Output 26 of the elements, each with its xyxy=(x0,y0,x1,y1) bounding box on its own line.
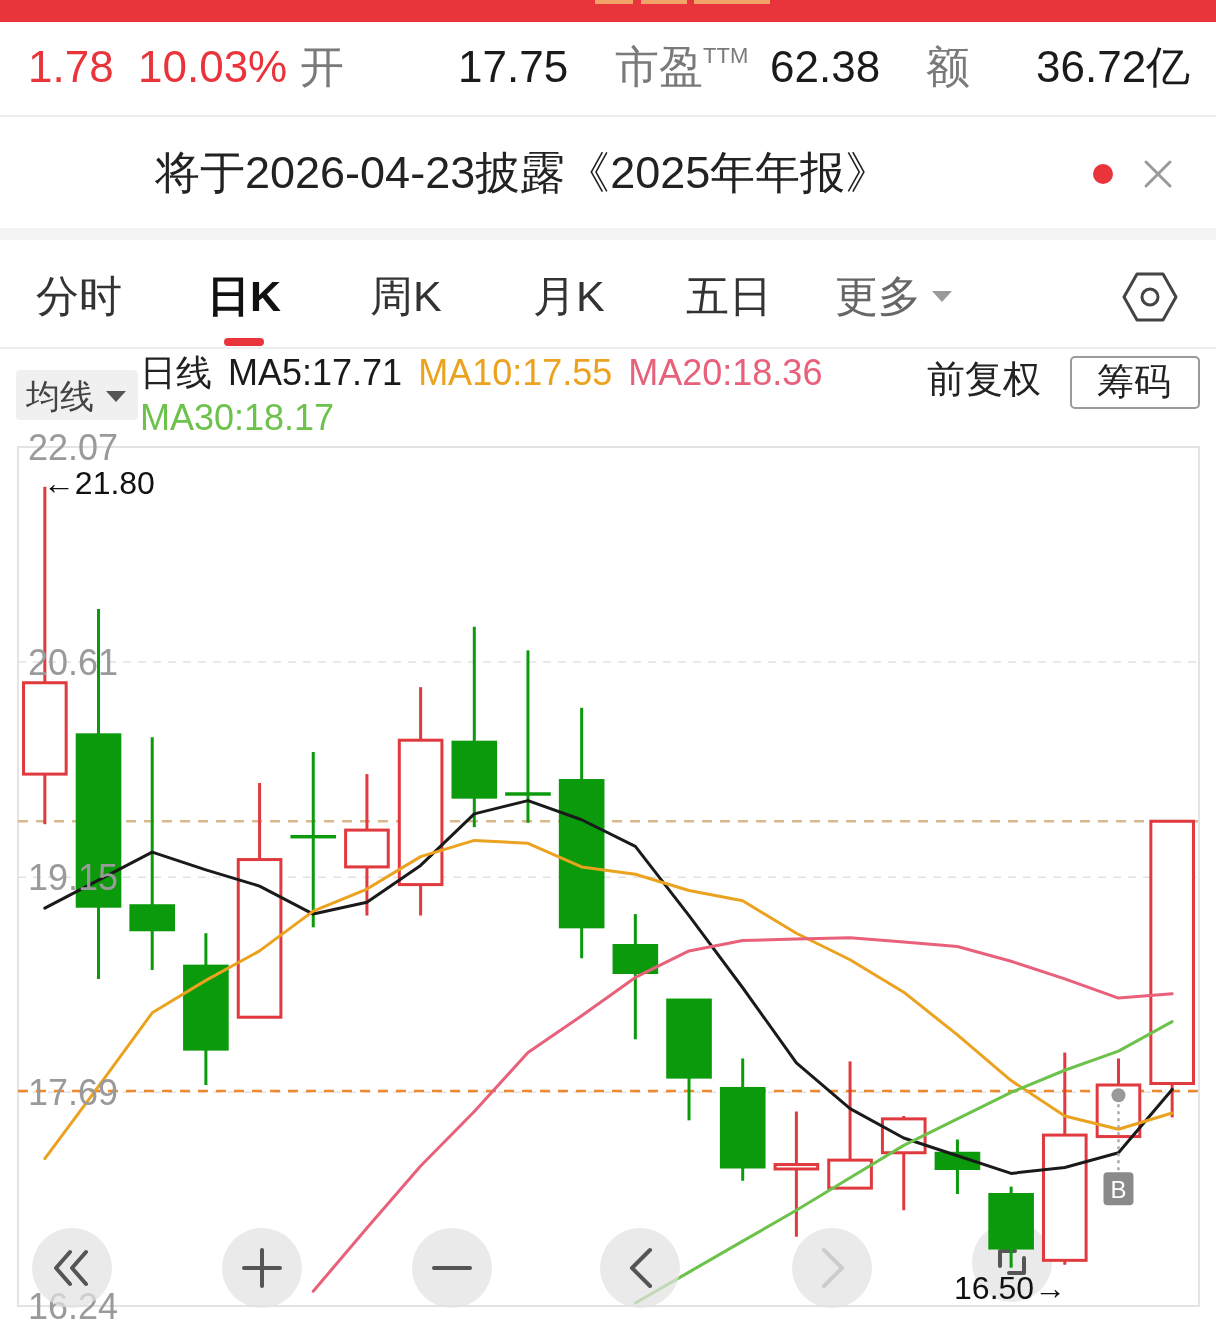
text: 1.78 xyxy=(28,40,114,93)
text: 10.03% xyxy=(138,40,288,93)
text: 周K xyxy=(370,271,442,323)
annotation: 16.50→ xyxy=(954,1269,1067,1306)
annotation: B xyxy=(1110,1175,1127,1203)
text: 市盈$^{TTM}$ xyxy=(615,40,749,93)
text: 五日 xyxy=(686,271,772,323)
text: 前复权 xyxy=(927,357,1041,403)
text: 36.72亿 xyxy=(1036,40,1191,93)
text: 月K xyxy=(533,271,605,323)
text: 17.75 xyxy=(458,40,569,93)
text: MA10:17.55 xyxy=(418,351,613,395)
text: 分时 xyxy=(36,271,122,323)
text: 额 xyxy=(926,40,970,93)
text: MA20:18.36 xyxy=(628,351,823,395)
text: 62.38 xyxy=(770,40,881,93)
text: 开 xyxy=(300,40,344,93)
legend-title: 日线 xyxy=(140,351,212,395)
text: 将于2026-04-23披露《2025年年报》 xyxy=(155,146,891,200)
text: MA5:17.71 xyxy=(228,351,403,395)
y-tick-label: 16.24 xyxy=(28,1285,119,1326)
text: 均线 xyxy=(26,375,94,417)
text: 更多 xyxy=(835,271,921,323)
text: 筹码 xyxy=(1097,359,1171,404)
text: MA30:18.17 xyxy=(140,396,335,440)
text: 日K xyxy=(207,271,282,323)
